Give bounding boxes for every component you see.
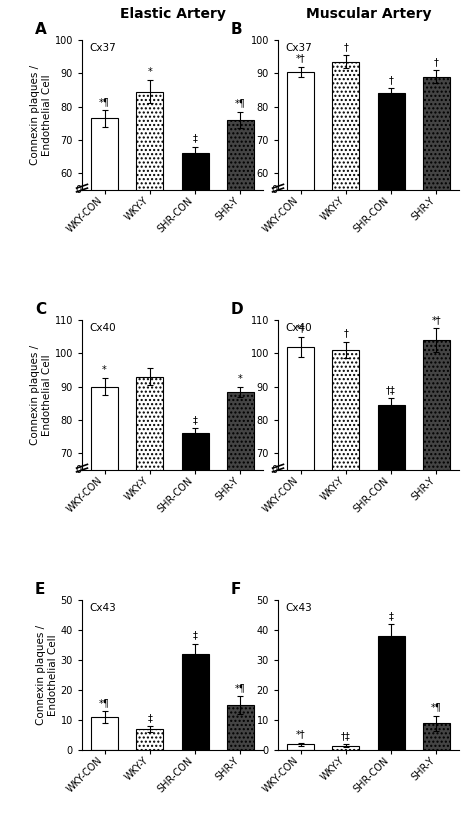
Bar <box>287 744 314 750</box>
Text: Cx37: Cx37 <box>285 43 312 53</box>
Bar <box>91 387 118 686</box>
Text: Cx40: Cx40 <box>285 323 312 333</box>
Text: D: D <box>231 302 244 317</box>
Text: *: * <box>147 67 152 77</box>
Text: *: * <box>238 374 243 383</box>
Bar <box>378 636 405 750</box>
Bar <box>227 120 254 374</box>
Text: *¶: *¶ <box>99 97 110 107</box>
Text: Muscular Artery: Muscular Artery <box>306 7 431 21</box>
Bar <box>91 717 118 750</box>
Bar <box>378 93 405 374</box>
Bar <box>332 350 359 686</box>
Text: ‡: ‡ <box>193 631 198 641</box>
Text: *†: *† <box>296 54 305 64</box>
Text: *¶: *¶ <box>235 683 246 693</box>
Text: †‡: †‡ <box>386 385 396 395</box>
Bar <box>137 91 164 374</box>
Bar <box>227 705 254 750</box>
Text: Elastic Artery: Elastic Artery <box>119 7 226 21</box>
Y-axis label: Connexin plaques /
Endothelial Cell: Connexin plaques / Endothelial Cell <box>30 345 52 445</box>
Text: †: † <box>434 57 439 67</box>
Bar <box>423 76 450 374</box>
Text: C: C <box>35 302 46 317</box>
Bar <box>182 433 209 686</box>
Text: B: B <box>231 22 243 37</box>
Bar <box>137 377 164 686</box>
Bar <box>423 723 450 750</box>
Text: ‡: ‡ <box>193 415 198 425</box>
Bar <box>332 61 359 374</box>
Text: †: † <box>344 42 348 52</box>
Text: Cx43: Cx43 <box>89 603 116 613</box>
Text: 0: 0 <box>76 465 82 475</box>
Y-axis label: Connexin plaques /
Endothelial Cell: Connexin plaques / Endothelial Cell <box>36 625 58 725</box>
Text: *¶: *¶ <box>235 99 246 109</box>
Text: *¶: *¶ <box>99 698 110 708</box>
Text: *†: *† <box>296 324 305 334</box>
Bar <box>227 392 254 686</box>
Text: A: A <box>35 22 47 37</box>
Text: *†: *† <box>296 730 305 740</box>
Text: ‡: ‡ <box>147 713 152 723</box>
Bar <box>182 654 209 750</box>
Bar <box>182 154 209 374</box>
Text: E: E <box>35 582 46 597</box>
Text: ‡: ‡ <box>193 134 198 144</box>
Bar <box>423 340 450 686</box>
Text: Cx37: Cx37 <box>89 43 116 53</box>
Text: †‡: †‡ <box>341 731 351 741</box>
Text: Cx43: Cx43 <box>285 603 312 613</box>
Text: †: † <box>344 329 348 339</box>
Bar <box>137 729 164 750</box>
Text: 0: 0 <box>272 465 278 475</box>
Bar <box>287 347 314 686</box>
Text: 0: 0 <box>272 185 278 195</box>
Text: *†: *† <box>431 315 441 325</box>
Bar <box>332 745 359 750</box>
Text: *: * <box>102 365 107 375</box>
Text: ‡: ‡ <box>389 611 393 621</box>
Text: †: † <box>389 76 393 85</box>
Bar <box>287 71 314 374</box>
Text: Cx40: Cx40 <box>89 323 116 333</box>
Bar <box>378 405 405 686</box>
Bar <box>91 119 118 374</box>
Text: 0: 0 <box>76 185 82 195</box>
Text: *¶: *¶ <box>431 702 442 712</box>
Y-axis label: Connexin plaques /
Endothelial Cell: Connexin plaques / Endothelial Cell <box>30 65 52 165</box>
Text: F: F <box>231 582 241 597</box>
